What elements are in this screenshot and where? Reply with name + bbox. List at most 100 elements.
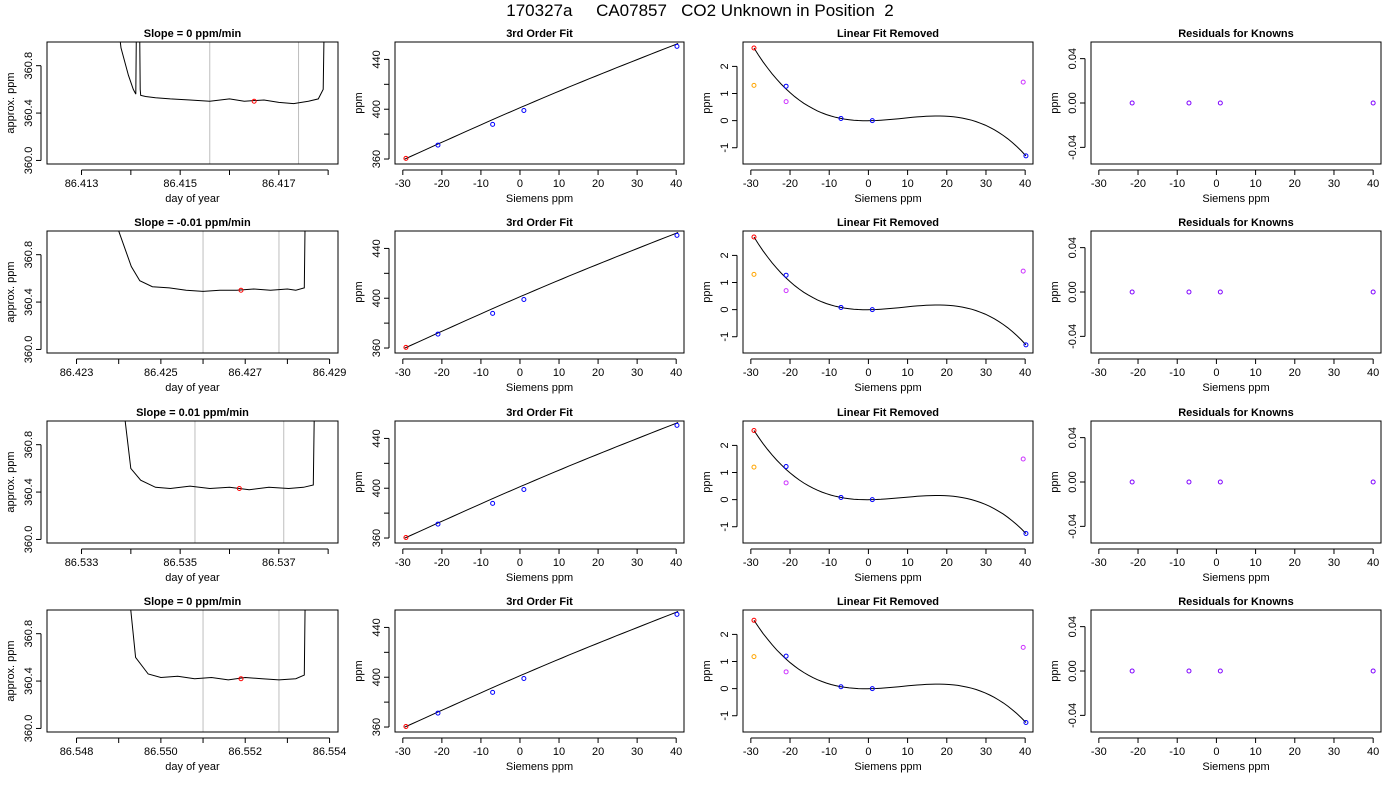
magenta-point (783, 669, 789, 675)
known-point (1023, 531, 1029, 537)
residual-point (1217, 289, 1223, 295)
y-tick-label: 1 (719, 658, 731, 664)
figure-title: 170327a CA07857 CO2 Unknown in Position … (506, 1, 894, 20)
y-tick-label: 360 (371, 150, 383, 168)
y-tick-label: 0.00 (1067, 471, 1079, 492)
x-tick-label: 86.552 (228, 746, 262, 758)
y-tick-label: -1 (719, 522, 731, 532)
y-tick-label: 2 (719, 631, 731, 637)
plot-frame (1090, 41, 1382, 165)
residual-point (1129, 479, 1135, 485)
panel-title: Linear Fit Removed (837, 28, 939, 40)
x-axis-label: Siemens ppm (506, 193, 573, 205)
y-tick-label: 440 (371, 239, 383, 257)
x-tick-label: 10 (1249, 178, 1261, 190)
y-tick-label: 2 (719, 252, 731, 258)
x-tick-label: 20 (941, 367, 953, 379)
x-tick-label: -10 (473, 557, 489, 569)
x-tick-label: -20 (782, 746, 798, 758)
x-tick-label: -10 (473, 367, 489, 379)
y-tick-label: 360 (371, 529, 383, 547)
unknown-point (403, 344, 409, 350)
x-tick-label: 0 (1213, 557, 1219, 569)
x-tick-label: 10 (553, 557, 565, 569)
x-tick-label: 20 (941, 178, 953, 190)
plot-frame (1090, 609, 1382, 733)
plot-frame (394, 609, 685, 733)
x-tick-label: -30 (395, 178, 411, 190)
plot-frame (394, 420, 685, 544)
x-tick-label: 40 (1019, 557, 1031, 569)
y-tick-label: 360.8 (23, 52, 35, 80)
known-point (1023, 720, 1029, 726)
y-tick-label: -1 (719, 711, 731, 721)
unknown-point (751, 427, 757, 433)
known-point (521, 296, 527, 302)
y-tick-label: 400 (371, 100, 383, 118)
x-tick-label: -20 (1130, 557, 1146, 569)
x-axis-label: day of year (165, 761, 220, 773)
x-tick-label: 0 (1213, 178, 1219, 190)
known-point (838, 304, 844, 310)
x-tick-label: 0 (865, 178, 871, 190)
known-point (838, 684, 844, 690)
panel-title: Residuals for Knowns (1178, 28, 1294, 40)
x-tick-label: -20 (782, 557, 798, 569)
x-tick-label: -10 (1169, 746, 1185, 758)
linear-removed-panel: Linear Fit Removed-30 -20 -10 0 10 20 30 40Siem… (701, 596, 1034, 773)
y-axis-label: ppm (1049, 471, 1061, 492)
timeseries-panel: Slope = 0 ppm/min 86.548 86.550 86.552 86.55… (5, 596, 346, 773)
x-tick-label: 40 (1019, 746, 1031, 758)
x-tick-label: 86.537 (262, 557, 296, 569)
x-tick-label: -20 (434, 557, 450, 569)
known-point (869, 307, 875, 313)
x-tick-label: 10 (1249, 557, 1261, 569)
fit-curve (404, 232, 679, 349)
panel-title: 3rd Order Fit (506, 407, 573, 419)
x-tick-label: 20 (592, 557, 604, 569)
x-tick-label: -10 (1169, 178, 1185, 190)
x-axis-label: Siemens ppm (1202, 761, 1269, 773)
y-tick-label: 0.04 (1067, 616, 1079, 637)
x-tick-label: -30 (743, 367, 759, 379)
y-tick-label: 0.04 (1067, 237, 1079, 258)
x-axis-label: day of year (165, 382, 220, 394)
y-tick-label: 2 (719, 63, 731, 69)
x-tick-label: 40 (1367, 557, 1379, 569)
panel-title: Slope = 0 ppm/min (144, 28, 242, 40)
residual-curve (753, 430, 1027, 534)
y-tick-label: 1 (719, 469, 731, 475)
plot-area (403, 43, 680, 161)
y-axis-label: approx. ppm (5, 640, 17, 701)
fit-panel: 3rd Order Fit -30 -20 -10 0 10 20 30 40 Siemens p… (353, 596, 685, 773)
y-tick-label: 360.4 (23, 478, 35, 506)
unknown-point (751, 45, 757, 51)
residual-curve (753, 620, 1027, 723)
x-tick-label: 10 (901, 367, 913, 379)
magenta-point (1020, 79, 1026, 85)
x-tick-label: 86.425 (144, 367, 178, 379)
x-tick-label: -20 (1130, 178, 1146, 190)
x-tick-label: 40 (1367, 746, 1379, 758)
x-tick-label: 30 (1328, 367, 1340, 379)
plot-frame (742, 41, 1034, 165)
plot-frame (46, 230, 339, 354)
plot-frame (394, 230, 685, 354)
unknown-point (403, 155, 409, 161)
y-tick-label: 440 (371, 618, 383, 636)
plot-frame (742, 609, 1034, 733)
known-point (674, 232, 680, 238)
y-tick-label: 360.4 (23, 288, 35, 316)
x-tick-label: -10 (1169, 367, 1185, 379)
unknown-point (403, 724, 409, 730)
x-tick-label: 40 (1019, 367, 1031, 379)
x-tick-label: 30 (980, 746, 992, 758)
residuals-panel: Residuals for Knowns -30 -20 -10 0 10 20 30 40 Si… (1049, 28, 1382, 205)
known-point (783, 272, 789, 278)
residual-point (1186, 289, 1192, 295)
known-point (435, 521, 441, 527)
x-tick-label: 20 (941, 746, 953, 758)
x-axis-label: Siemens ppm (854, 382, 921, 394)
y-tick-label: -1 (719, 332, 731, 342)
x-tick-label: -10 (473, 178, 489, 190)
